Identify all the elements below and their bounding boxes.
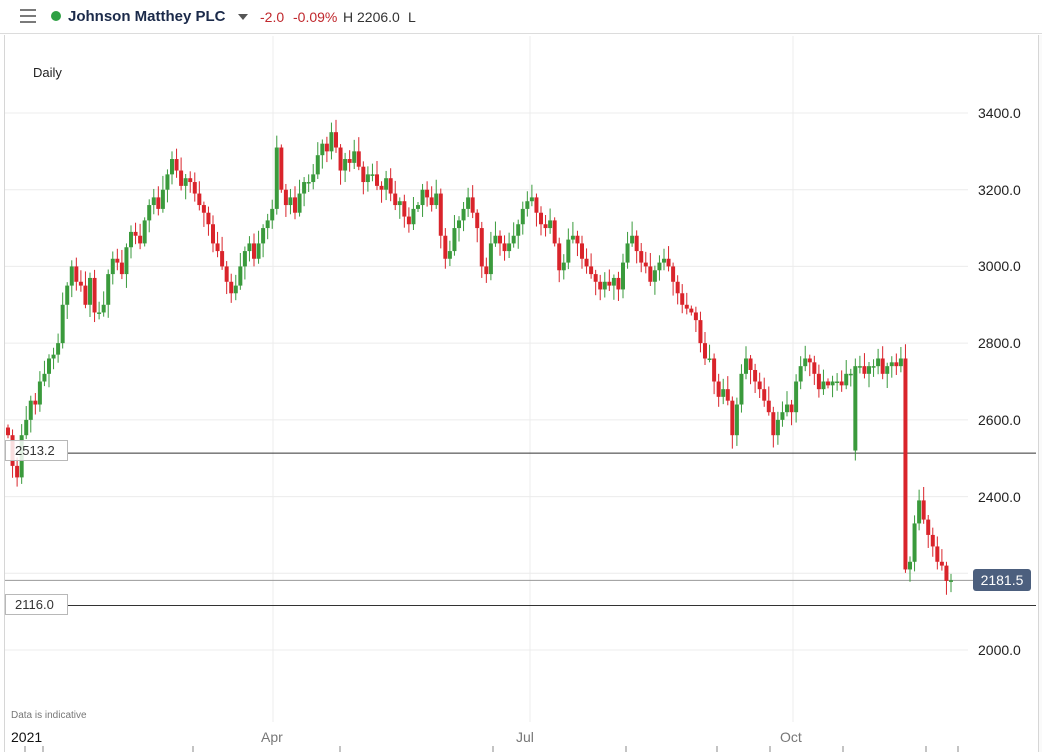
y-axis-tick: 2600.0 — [978, 412, 1021, 428]
y-axis-tick: 2400.0 — [978, 489, 1021, 505]
x-axis-tick: Jul — [516, 729, 534, 745]
market-status-icon — [51, 11, 61, 21]
data-disclaimer: Data is indicative — [11, 710, 87, 721]
horizontal-line-label-upper[interactable]: 2513.2 — [5, 440, 68, 461]
horizontal-line-label-lower[interactable]: 2116.0 — [5, 594, 68, 615]
y-axis-tick: 3000.0 — [978, 258, 1021, 274]
x-axis-tick: Apr — [261, 729, 283, 745]
instrument-header: Johnson Matthey PLC -2.0 -0.09% H 2206.0… — [0, 0, 1042, 34]
chevron-down-icon[interactable] — [238, 14, 248, 20]
y-axis-tick: 2000.0 — [978, 642, 1021, 658]
y-axis-tick: 2800.0 — [978, 335, 1021, 351]
y-axis-tick: 3400.0 — [978, 105, 1021, 121]
current-price-tag: 2181.5 — [973, 569, 1031, 591]
chart-period-label: Daily — [33, 65, 62, 80]
instrument-name[interactable]: Johnson Matthey PLC — [68, 8, 226, 25]
x-axis-tick-year: 2021 — [11, 729, 43, 745]
high-value: H 2206.0 — [343, 9, 400, 25]
hamburger-icon[interactable] — [20, 9, 36, 23]
y-axis-tick: 3200.0 — [978, 182, 1021, 198]
low-value: L — [408, 9, 416, 25]
x-axis-tick: Oct — [780, 729, 802, 745]
price-change: -2.0 — [260, 9, 285, 25]
price-change-pct: -0.09% — [293, 9, 338, 25]
price-chart[interactable] — [4, 35, 1042, 752]
chart-scrollbar[interactable] — [1038, 35, 1042, 752]
